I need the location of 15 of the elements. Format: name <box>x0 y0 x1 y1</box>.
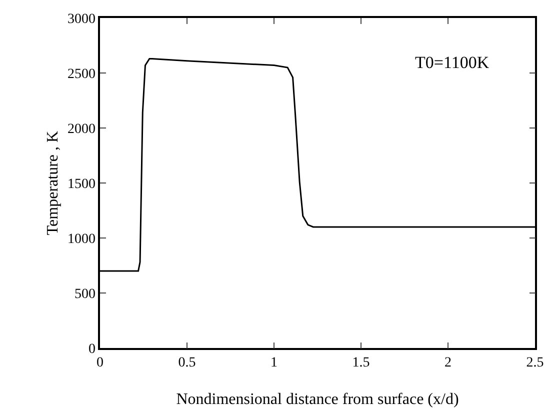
x-tick-label: 0.5 <box>178 356 196 371</box>
y-tick-label: 2500 <box>67 66 96 82</box>
y-tick-label: 0 <box>88 342 96 357</box>
y-tick-label: 2000 <box>67 122 96 137</box>
x-tick-label: 1 <box>270 356 278 371</box>
x-tick-label: 1.5 <box>352 356 370 371</box>
x-axis-title: Nondimensional distance from surface (x/d) <box>176 391 459 408</box>
y-tick-label: 3000 <box>67 12 96 27</box>
y-tick-label: 500 <box>74 286 96 302</box>
y-tick-label: 1000 <box>67 232 96 247</box>
x-tick-label: 2 <box>444 356 452 371</box>
annotation: T0=1100K <box>415 53 490 72</box>
x-tick-label: 2.5 <box>526 356 544 371</box>
y-tick-label: 1500 <box>67 176 96 192</box>
y-axis-title: Temperature , K <box>44 130 62 236</box>
